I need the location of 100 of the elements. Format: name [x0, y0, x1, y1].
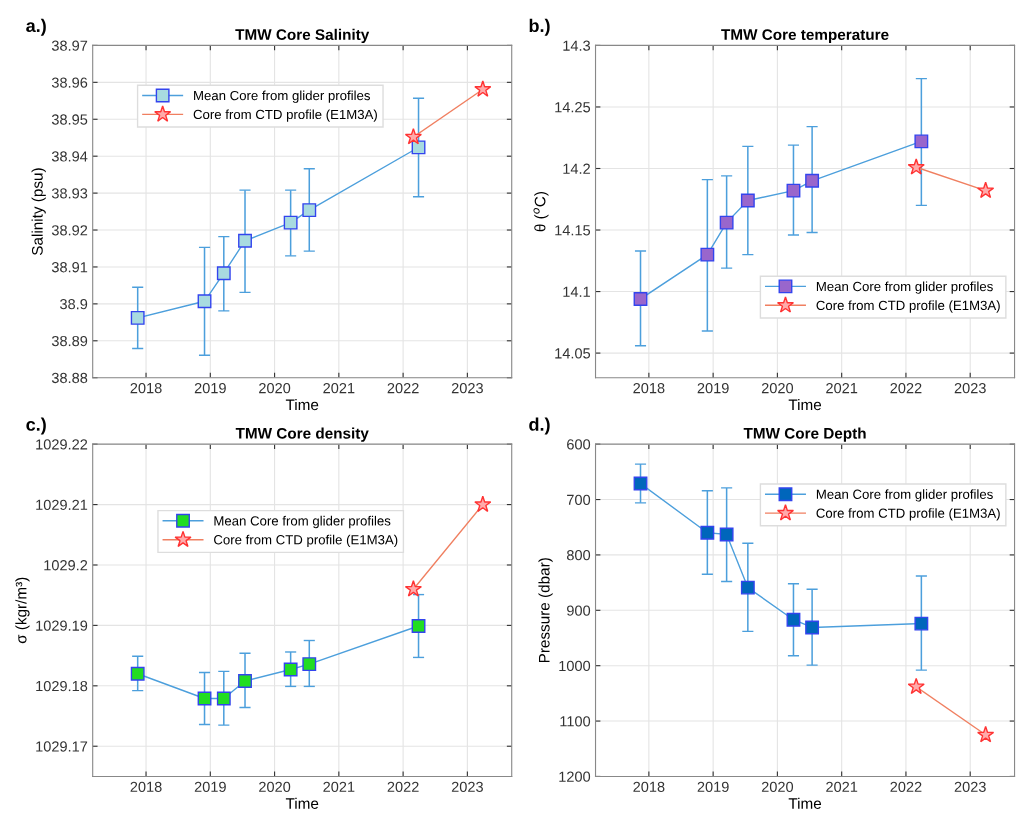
legend-label: Mean Core from glider profiles — [214, 515, 391, 529]
legend-label: Core from CTD profile (E1M3A) — [193, 109, 377, 122]
point — [740, 580, 755, 595]
x-axis-title: Time — [788, 398, 822, 411]
x-axis-title: Time — [285, 398, 319, 411]
x-tick-label: 2019 — [194, 781, 226, 793]
chart-title: TMW Core temperature — [721, 29, 889, 44]
point — [130, 310, 145, 325]
point — [907, 677, 925, 695]
point — [302, 657, 317, 672]
chart-title: TMW Core Salinity — [235, 28, 370, 44]
x-tick-label: 2023 — [954, 382, 986, 394]
y-tick-label: 38.94 — [51, 151, 88, 162]
x-tick-label: 2020 — [761, 382, 794, 394]
x-tick-label: 2022 — [387, 781, 419, 793]
point — [786, 183, 801, 198]
y-axis-title: Pressure (dbar) — [538, 558, 553, 663]
text: b.) — [529, 18, 550, 36]
x-tick-label: 2019 — [697, 382, 729, 394]
legend-label: Mean Core from glider profiles — [194, 90, 370, 103]
point — [700, 525, 715, 540]
y-tick-label: 38.88 — [51, 372, 88, 384]
y-tick-label: 38.91 — [51, 262, 88, 273]
x-tick-label: 2021 — [826, 781, 858, 793]
x-tick-label: 2018 — [633, 781, 665, 793]
chart-title: TMW Core Depth — [743, 427, 866, 442]
point — [977, 725, 995, 743]
x-tick-label: 2020 — [761, 781, 794, 793]
point — [404, 580, 423, 597]
x-tick-label: 2019 — [194, 382, 226, 394]
y-tick-label: 38.97 — [51, 40, 88, 51]
text: a.) — [26, 18, 46, 36]
point — [786, 612, 801, 627]
y-tick-label: 14.3 — [563, 40, 591, 51]
legend-label: Mean Core from glider profiles — [816, 281, 993, 294]
point — [633, 292, 648, 306]
point — [283, 662, 298, 677]
y-tick-label: 38.96 — [51, 77, 88, 88]
point — [907, 158, 925, 175]
y-tick-label: 1029.17 — [36, 741, 88, 752]
y-tick-label: 14.05 — [555, 348, 591, 359]
y-tick-label: 1029.22 — [36, 439, 88, 450]
point — [474, 495, 492, 513]
point — [700, 247, 715, 262]
point — [283, 215, 298, 230]
point — [302, 203, 317, 218]
x-tick-label: 2022 — [890, 781, 922, 793]
point — [411, 619, 426, 633]
x-tick-label: 2018 — [130, 781, 162, 793]
point — [238, 674, 252, 688]
y-tick-label: 38.89 — [51, 335, 88, 347]
legend-label: Core from CTD profile (E1M3A) — [816, 508, 1000, 521]
point — [404, 127, 423, 145]
x-tick-label: 2020 — [259, 382, 291, 394]
y-tick-label: 1000 — [559, 660, 591, 672]
y-tick-label: 900 — [567, 605, 591, 616]
x-tick-label: 2019 — [697, 781, 729, 793]
y-axis-title: σ (kgr/m³) — [15, 577, 30, 644]
y-tick-label: 14.15 — [555, 225, 591, 236]
point — [977, 181, 995, 199]
chart-title: TMW Core density — [235, 427, 369, 442]
y-tick-label: 1029.21 — [36, 499, 88, 510]
point — [238, 233, 252, 248]
legend-label: Core from CTD profile (E1M3A) — [214, 534, 398, 548]
legend-label: Mean Core from glider profiles — [816, 489, 993, 502]
x-tick-label: 2021 — [323, 382, 355, 394]
y-axis-title: Salinity (psu) — [31, 168, 46, 256]
y-tick-label: 14.25 — [555, 102, 591, 113]
point — [197, 294, 212, 309]
y-tick-label: 38.9 — [60, 298, 88, 310]
y-tick-label: 38.92 — [51, 225, 88, 236]
text: c.) — [26, 417, 46, 435]
point — [805, 173, 820, 188]
x-tick-label: 2021 — [826, 382, 858, 394]
x-tick-label: 2018 — [130, 382, 162, 394]
y-tick-label: 800 — [566, 550, 591, 561]
x-tick-label: 2018 — [633, 382, 665, 394]
y-tick-label: 1029.19 — [36, 620, 88, 631]
y-tick-label: 700 — [567, 494, 591, 505]
point — [130, 666, 145, 681]
x-tick-label: 2022 — [890, 382, 922, 394]
y-tick-label: 38.95 — [51, 114, 88, 125]
point — [216, 266, 231, 281]
point — [805, 620, 820, 635]
y-tick-label: 14.1 — [563, 286, 590, 297]
text: d.) — [529, 417, 550, 435]
x-tick-label: 2023 — [451, 382, 483, 394]
x-tick-label: 2023 — [451, 781, 483, 793]
y-tick-label: 38.93 — [51, 188, 88, 199]
point — [719, 527, 734, 542]
y-tick-label: 1200 — [559, 771, 591, 782]
point — [719, 215, 734, 230]
point — [914, 134, 929, 149]
x-axis-title: Time — [788, 797, 822, 809]
point — [914, 616, 929, 631]
y-tick-label: 600 — [567, 439, 591, 450]
legend-label: Core from CTD profile (E1M3A) — [816, 300, 1000, 313]
x-tick-label: 2023 — [954, 781, 986, 793]
point — [740, 193, 755, 208]
y-tick-label: 14.2 — [563, 163, 590, 174]
